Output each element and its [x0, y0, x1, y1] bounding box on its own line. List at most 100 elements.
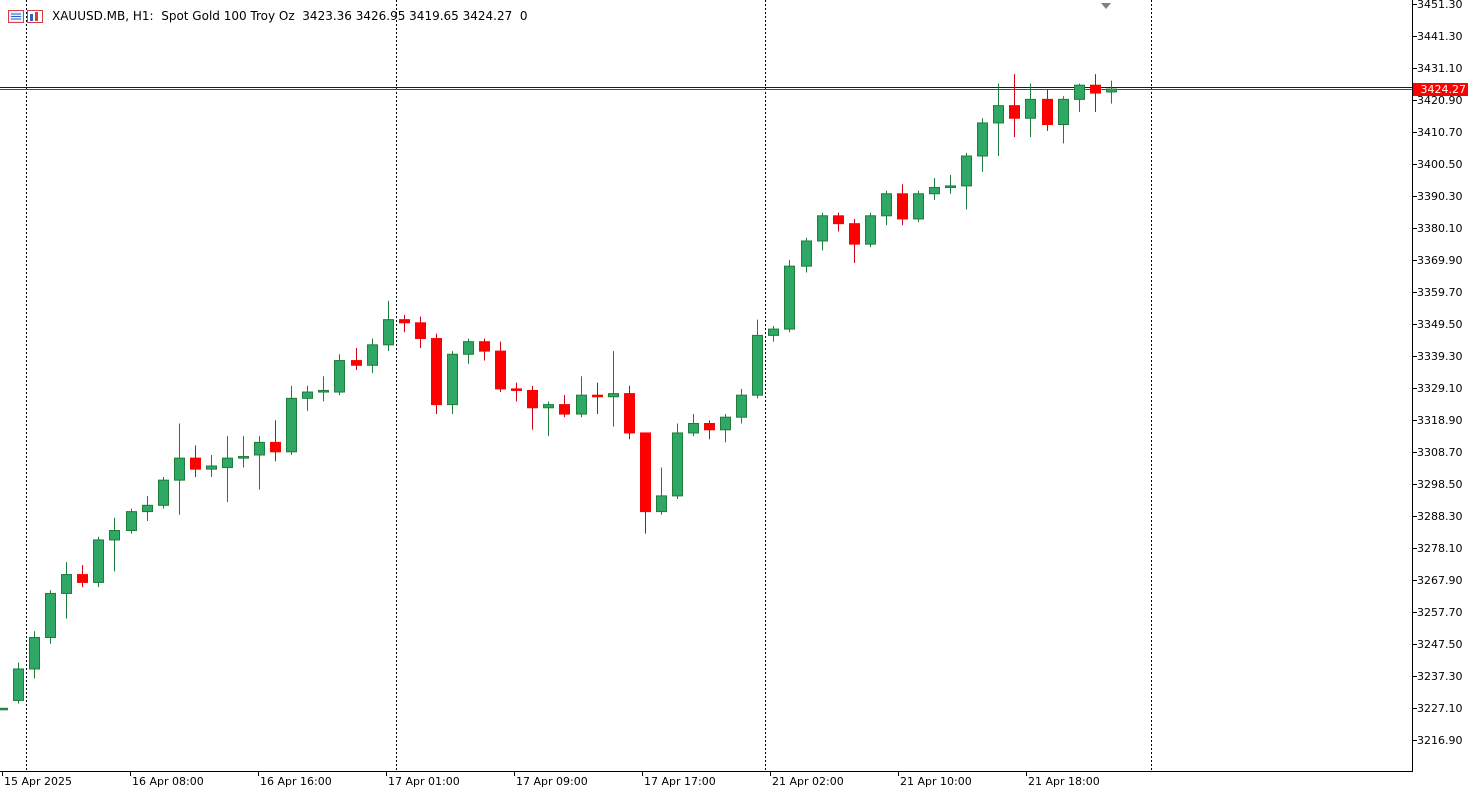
- candle-body: [833, 215, 844, 225]
- candle-body: [77, 574, 88, 583]
- candle-body: [318, 389, 329, 393]
- price-tick: [1413, 356, 1417, 357]
- time-tick: [258, 772, 259, 776]
- candlestick-chart[interactable]: [0, 0, 1412, 771]
- price-label: 3420.90: [1417, 94, 1463, 107]
- price-tick: [1413, 196, 1417, 197]
- candle-body: [415, 322, 426, 340]
- time-tick: [770, 772, 771, 776]
- candle-body: [801, 240, 812, 267]
- price-tick: [1413, 420, 1417, 421]
- candle-body: [254, 441, 265, 456]
- price-label: 3308.70: [1417, 446, 1463, 459]
- price-tick: [1413, 260, 1417, 261]
- candle-body: [511, 388, 522, 391]
- time-tick: [386, 772, 387, 776]
- candle-body: [1058, 98, 1069, 126]
- candle-body: [881, 193, 892, 217]
- candle-body: [1009, 105, 1020, 119]
- candle-body: [720, 416, 731, 431]
- price-label: 3288.30: [1417, 510, 1463, 523]
- candle-body: [913, 193, 924, 220]
- candle-body: [495, 350, 506, 390]
- price-label: 3257.70: [1417, 606, 1463, 619]
- price-axis[interactable]: 3451.30 3441.30 3431.10 3420.90 3410.70 3400.…: [1413, 0, 1484, 772]
- price-tick: [1413, 516, 1417, 517]
- candle-body: [704, 423, 715, 431]
- candle-body: [399, 319, 410, 324]
- price-label: 3237.30: [1417, 670, 1463, 683]
- candle-body: [1042, 98, 1053, 126]
- price-label: 3349.50: [1417, 318, 1463, 331]
- candle-body: [640, 432, 651, 513]
- price-label: 3380.10: [1417, 222, 1463, 235]
- plot-area[interactable]: [0, 0, 1413, 772]
- time-label: 21 Apr 10:00: [900, 775, 972, 788]
- candle-body: [351, 360, 362, 366]
- chart-list-icon[interactable]: [8, 9, 24, 23]
- candle-body: [302, 391, 313, 399]
- price-tick: [1413, 484, 1417, 485]
- candle-body: [222, 457, 233, 469]
- price-tick: [1413, 164, 1417, 165]
- candle-body: [543, 404, 554, 409]
- candle-body: [656, 495, 667, 513]
- candle-body: [45, 592, 56, 639]
- price-label: 3431.10: [1417, 62, 1463, 75]
- symbol-info: XAUUSD.MB, H1: Spot Gold 100 Troy Oz 342…: [52, 9, 528, 23]
- candle-body: [463, 341, 474, 355]
- price-label: 3267.90: [1417, 574, 1463, 587]
- candle-body: [527, 389, 538, 409]
- candle-body: [993, 105, 1004, 124]
- candle-body: [286, 397, 297, 453]
- time-tick: [2, 772, 3, 776]
- candle-body: [817, 215, 828, 242]
- candle-body: [334, 360, 345, 393]
- price-tick: [1413, 580, 1417, 581]
- chart-shift-marker-icon: [1101, 3, 1111, 9]
- chart-bars-icon[interactable]: [27, 9, 43, 23]
- candle-body: [270, 441, 281, 453]
- candle-body: [479, 341, 490, 352]
- price-tick: [1413, 36, 1417, 37]
- price-label: 3318.90: [1417, 414, 1463, 427]
- time-tick: [514, 772, 515, 776]
- price-tick: [1413, 68, 1417, 69]
- candle-body: [768, 328, 779, 336]
- candle-body: [688, 423, 699, 434]
- candle-body: [238, 456, 249, 459]
- chart-header: XAUUSD.MB, H1: Spot Gold 100 Troy Oz 342…: [8, 8, 528, 24]
- candle-body: [945, 185, 956, 188]
- candle-body: [865, 215, 876, 245]
- price-label: 3441.30: [1417, 30, 1463, 43]
- candle-body: [608, 393, 619, 398]
- price-tick: [1413, 676, 1417, 677]
- time-label: 17 Apr 01:00: [388, 775, 460, 788]
- candle-body: [1090, 84, 1101, 94]
- candle-body: [897, 193, 908, 220]
- price-tick: [1413, 132, 1417, 133]
- candle-body: [849, 223, 860, 245]
- price-tick: [1413, 708, 1417, 709]
- time-label: 17 Apr 17:00: [644, 775, 716, 788]
- price-tick: [1413, 4, 1417, 5]
- candle-body: [126, 511, 137, 532]
- price-tick: [1413, 452, 1417, 453]
- price-label: 3329.10: [1417, 382, 1463, 395]
- candle-body: [624, 393, 635, 434]
- time-tick: [130, 772, 131, 776]
- price-label: 3369.90: [1417, 254, 1463, 267]
- current-price-badge: 3424.27: [1413, 83, 1468, 96]
- time-label: 15 Apr 2025: [4, 775, 73, 788]
- time-axis[interactable]: 15 Apr 2025 16 Apr 08:00 16 Apr 16:00 17 Ap…: [0, 772, 1413, 791]
- price-tick: [1413, 324, 1417, 325]
- price-label: 3410.70: [1417, 126, 1463, 139]
- price-tick: [1413, 740, 1417, 741]
- price-tick: [1413, 612, 1417, 613]
- time-label: 21 Apr 02:00: [772, 775, 844, 788]
- price-tick: [1413, 100, 1417, 101]
- candle-body: [592, 394, 603, 398]
- candle-body: [29, 637, 40, 670]
- price-label: 3247.50: [1417, 638, 1463, 651]
